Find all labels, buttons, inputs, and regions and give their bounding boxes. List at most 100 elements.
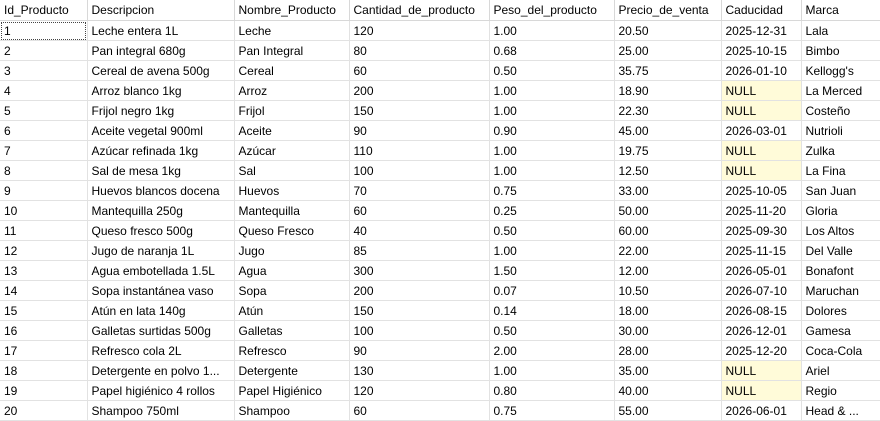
- table-row[interactable]: 20 Shampoo 750ml Shampoo 60 0.75 55.00 2026-06…: [0, 400, 880, 421]
- table-cell[interactable]: 60: [349, 200, 490, 221]
- table-cell[interactable]: 6: [0, 120, 88, 141]
- table-cell[interactable]: 16: [0, 320, 88, 341]
- table-cell[interactable]: 2026-05-01: [721, 260, 802, 281]
- table-cell[interactable]: 100: [349, 320, 490, 341]
- table-cell[interactable]: 80: [349, 40, 490, 61]
- table-cell[interactable]: 0.25: [489, 200, 615, 221]
- table-cell[interactable]: 1: [0, 20, 88, 41]
- table-cell[interactable]: 100: [349, 160, 490, 181]
- table-cell[interactable]: Leche: [234, 20, 350, 41]
- table-cell[interactable]: 18.00: [614, 300, 722, 321]
- table-cell[interactable]: Arroz blanco 1kg: [87, 80, 235, 101]
- table-cell[interactable]: Arroz: [234, 80, 350, 101]
- table-cell[interactable]: 0.68: [489, 40, 615, 61]
- table-cell[interactable]: Detergente en polvo 1...: [87, 360, 235, 381]
- table-cell[interactable]: 70: [349, 180, 490, 201]
- table-cell[interactable]: Frijol negro 1kg: [87, 100, 235, 121]
- table-cell[interactable]: 19.75: [614, 140, 722, 161]
- table-row[interactable]: 7 Azúcar refinada 1kg Azúcar 110 1.00 19.75 NU…: [0, 140, 880, 161]
- table-cell[interactable]: Los Altos: [801, 220, 880, 241]
- table-cell[interactable]: 1.00: [489, 240, 615, 261]
- table-cell[interactable]: 2026-01-10: [721, 60, 802, 81]
- table-cell[interactable]: 0.07: [489, 280, 615, 301]
- table-cell[interactable]: 4: [0, 80, 88, 101]
- table-cell[interactable]: Cereal: [234, 60, 350, 81]
- table-cell[interactable]: NULL: [721, 140, 802, 161]
- table-cell[interactable]: Galletas: [234, 320, 350, 341]
- table-cell[interactable]: 0.75: [489, 400, 615, 421]
- table-cell[interactable]: 60: [349, 60, 490, 81]
- table-cell[interactable]: Queso Fresco: [234, 220, 350, 241]
- table-cell[interactable]: 10.50: [614, 280, 722, 301]
- table-cell[interactable]: Cereal de avena 500g: [87, 60, 235, 81]
- table-cell[interactable]: Maruchan: [801, 280, 880, 301]
- table-row[interactable]: 10 Mantequilla 250g Mantequilla 60 0.25 50.00…: [0, 200, 880, 221]
- table-cell[interactable]: Huevos: [234, 180, 350, 201]
- table-row[interactable]: 4 Arroz blanco 1kg Arroz 200 1.00 18.90 NULL La…: [0, 80, 880, 101]
- table-cell[interactable]: 5: [0, 100, 88, 121]
- table-cell[interactable]: 13: [0, 260, 88, 281]
- table-cell[interactable]: 15: [0, 300, 88, 321]
- table-cell[interactable]: 60.00: [614, 220, 722, 241]
- table-row[interactable]: 18 Detergente en polvo 1... Detergente 130 1…: [0, 360, 880, 381]
- table-cell[interactable]: 17: [0, 340, 88, 361]
- table-cell[interactable]: 90: [349, 340, 490, 361]
- table-cell[interactable]: 55.00: [614, 400, 722, 421]
- table-cell[interactable]: 35.00: [614, 360, 722, 381]
- table-cell[interactable]: Aceite vegetal 900ml: [87, 120, 235, 141]
- table-cell[interactable]: Refresco cola 2L: [87, 340, 235, 361]
- table-cell[interactable]: Ariel: [801, 360, 880, 381]
- table-cell[interactable]: 0.75: [489, 180, 615, 201]
- table-cell[interactable]: Detergente: [234, 360, 350, 381]
- table-cell[interactable]: 33.00: [614, 180, 722, 201]
- table-cell[interactable]: Agua embotellada 1.5L: [87, 260, 235, 281]
- table-cell[interactable]: NULL: [721, 160, 802, 181]
- table-cell[interactable]: 40.00: [614, 380, 722, 401]
- table-cell[interactable]: Regio: [801, 380, 880, 401]
- table-cell[interactable]: Leche entera 1L: [87, 20, 235, 41]
- table-cell[interactable]: 120: [349, 380, 490, 401]
- table-cell[interactable]: Costeño: [801, 100, 880, 121]
- table-cell[interactable]: 2025-09-30: [721, 220, 802, 241]
- table-cell[interactable]: 14: [0, 280, 88, 301]
- table-cell[interactable]: 2026-03-01: [721, 120, 802, 141]
- table-cell[interactable]: 1.50: [489, 260, 615, 281]
- table-cell[interactable]: Shampoo: [234, 400, 350, 421]
- table-cell[interactable]: 200: [349, 80, 490, 101]
- table-cell[interactable]: 8: [0, 160, 88, 181]
- table-cell[interactable]: Shampoo 750ml: [87, 400, 235, 421]
- table-row[interactable]: 13 Agua embotellada 1.5L Agua 300 1.50 12.00 2…: [0, 260, 880, 281]
- table-cell[interactable]: 1.00: [489, 100, 615, 121]
- table-cell[interactable]: 22.00: [614, 240, 722, 261]
- table-cell[interactable]: 0.50: [489, 60, 615, 81]
- table-cell[interactable]: 2026-08-15: [721, 300, 802, 321]
- table-cell[interactable]: 90: [349, 120, 490, 141]
- table-cell[interactable]: 0.50: [489, 220, 615, 241]
- table-cell[interactable]: 300: [349, 260, 490, 281]
- table-cell[interactable]: Pan Integral: [234, 40, 350, 61]
- table-cell[interactable]: 1.00: [489, 20, 615, 41]
- table-row[interactable]: 1 Leche entera 1L Leche 120 1.00 20.50 2025-12…: [0, 20, 880, 41]
- table-cell[interactable]: 18: [0, 360, 88, 381]
- table-cell[interactable]: NULL: [721, 360, 802, 381]
- table-row[interactable]: 17 Refresco cola 2L Refresco 90 2.00 28.00 202…: [0, 340, 880, 361]
- column-header[interactable]: Marca: [801, 0, 880, 21]
- table-cell[interactable]: NULL: [721, 100, 802, 121]
- table-cell[interactable]: 35.75: [614, 60, 722, 81]
- column-header[interactable]: Precio_de_venta: [614, 0, 722, 21]
- table-cell[interactable]: 1.00: [489, 360, 615, 381]
- table-cell[interactable]: 22.30: [614, 100, 722, 121]
- column-header[interactable]: Cantidad_de_producto: [349, 0, 490, 21]
- table-cell[interactable]: Azúcar refinada 1kg: [87, 140, 235, 161]
- table-row[interactable]: 12 Jugo de naranja 1L Jugo 85 1.00 22.00 2025-…: [0, 240, 880, 261]
- table-cell[interactable]: 20: [0, 400, 88, 421]
- table-cell[interactable]: Del Valle: [801, 240, 880, 261]
- table-row[interactable]: 5 Frijol negro 1kg Frijol 150 1.00 22.30 NULL C…: [0, 100, 880, 121]
- table-cell[interactable]: 0.90: [489, 120, 615, 141]
- table-cell[interactable]: 0.14: [489, 300, 615, 321]
- table-row[interactable]: 6 Aceite vegetal 900ml Aceite 90 0.90 45.00 20…: [0, 120, 880, 141]
- table-cell[interactable]: 130: [349, 360, 490, 381]
- table-row[interactable]: 15 Atún en lata 140g Atún 150 0.14 18.00 2026-…: [0, 300, 880, 321]
- table-cell[interactable]: Huevos blancos docena: [87, 180, 235, 201]
